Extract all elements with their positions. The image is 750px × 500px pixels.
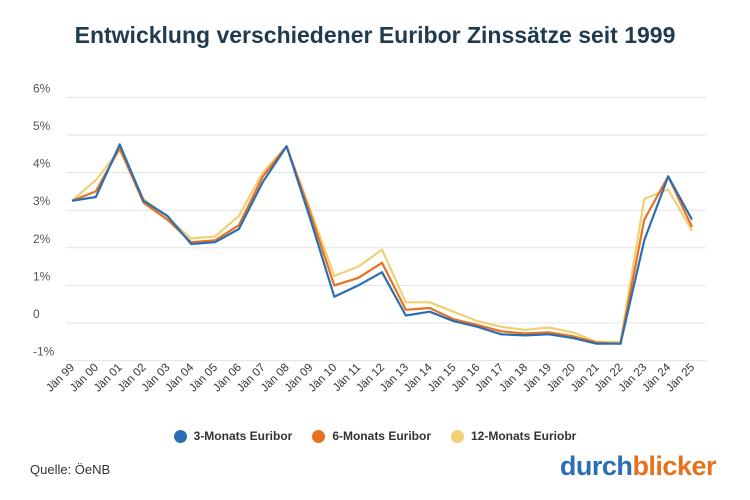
legend-dot-6m: [312, 429, 326, 443]
series-line-1: [71, 145, 693, 345]
legend: 3-Monats Euribor 6-Monats Euribor 12-Mon…: [0, 429, 750, 443]
brand-logo[interactable]: durchblicker: [559, 451, 717, 482]
logo-part-blicker: blicker: [632, 451, 716, 481]
legend-item-6m: 6-Monats Euribor: [312, 429, 431, 443]
y-tick-label: 0: [33, 307, 40, 321]
y-tick-label: -1%: [33, 345, 55, 359]
chart-title: Entwicklung verschiedener Euribor Zinssä…: [74, 22, 676, 48]
y-tick-label: 4%: [33, 157, 51, 171]
legend-label-12m: 12-Monats Euriobr: [470, 429, 577, 443]
series-line-0: [71, 143, 693, 345]
legend-item-12m: 12-Monats Euriobr: [450, 429, 577, 443]
legend-item-3m: 3-Monats Euribor: [173, 429, 293, 443]
y-tick-label: 1%: [33, 269, 51, 283]
y-tick-label: 2%: [33, 232, 51, 246]
legend-dot-3m: [173, 429, 187, 443]
legend-dot-12m: [450, 429, 464, 443]
legend-label-3m: 3-Monats Euribor: [193, 429, 293, 443]
series-lines: [71, 143, 693, 345]
legend-label-6m: 6-Monats Euribor: [332, 429, 431, 443]
logo-part-durch: durch: [559, 451, 633, 481]
series-line-2: [71, 145, 693, 343]
grid-lines: [66, 96, 706, 362]
y-tick-label: 5%: [33, 119, 51, 133]
y-tick-label: 3%: [33, 194, 51, 208]
y-tick-label: 6%: [33, 81, 51, 95]
y-axis-ticks: -1% 0 1% 2% 3% 4% 5% 6%: [33, 81, 55, 358]
source-note: Quelle: ÖeNB: [30, 462, 111, 477]
